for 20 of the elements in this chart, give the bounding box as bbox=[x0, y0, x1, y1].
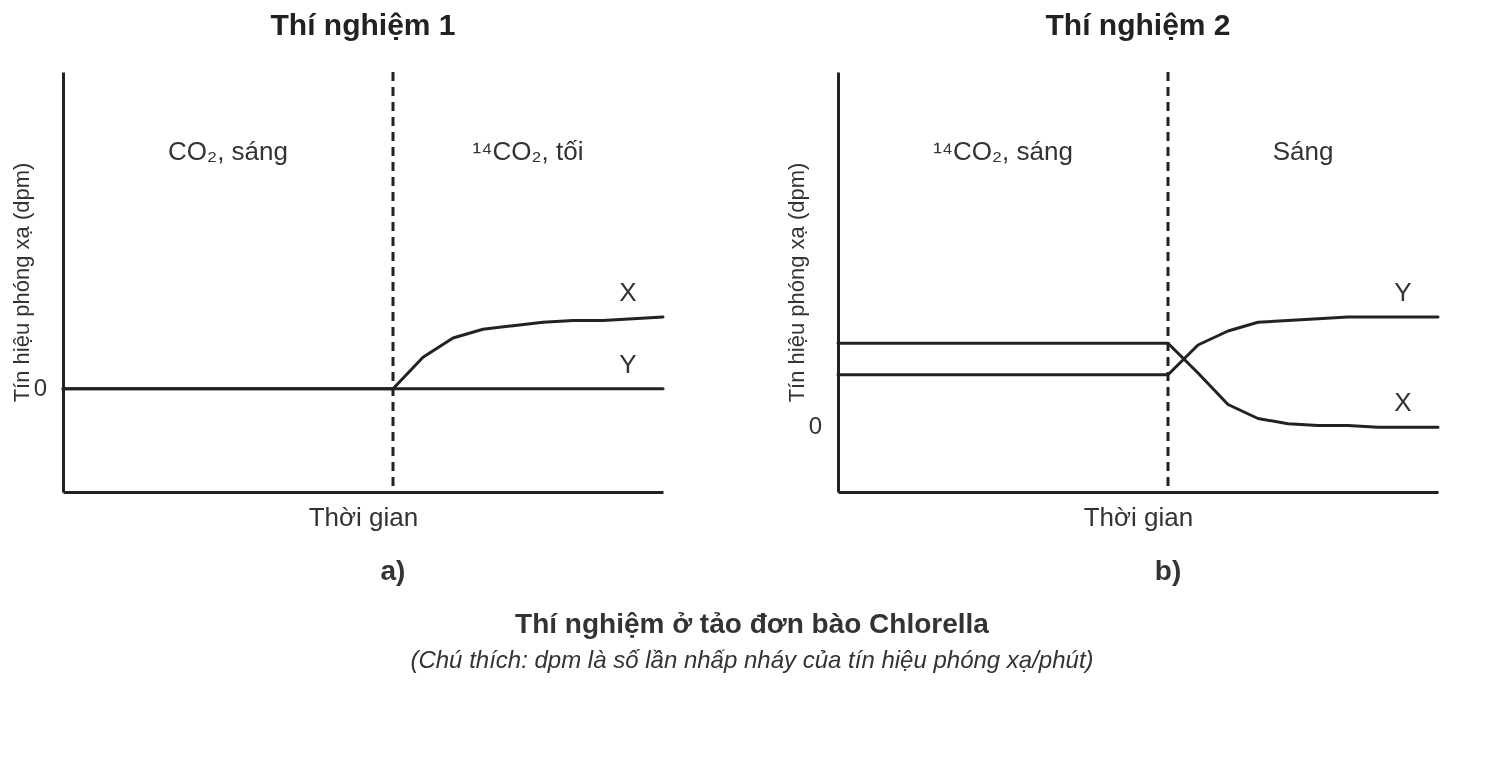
text: a) bbox=[380, 555, 406, 586]
y-axis-title: Tín hiệu phóng xạ (dpm) bbox=[783, 162, 809, 403]
x-axis-title: Thời gian bbox=[308, 501, 419, 532]
text: CO₂, sáng bbox=[168, 136, 288, 166]
series-label: X bbox=[1394, 387, 1412, 418]
text: b) bbox=[1154, 555, 1182, 586]
text: 0 bbox=[33, 373, 47, 401]
text: Sáng bbox=[1272, 136, 1334, 166]
chart-title: Thí nghiệm 1 bbox=[270, 7, 456, 41]
text: 0 bbox=[808, 412, 822, 440]
text: (Chú thích: dpm là số lần nhấp nháy của tín hiệu phóng xạ/phút) bbox=[409, 646, 1095, 674]
y-axis-title: Tín hiệu phóng xạ (dpm) bbox=[8, 162, 34, 403]
text: ¹⁴CO₂, sáng bbox=[933, 136, 1073, 166]
series-label: Y bbox=[619, 348, 637, 379]
series-label: X bbox=[619, 277, 637, 307]
chart-title: Thí nghiệm 2 bbox=[1045, 7, 1231, 41]
text: ¹⁴CO₂, tối bbox=[472, 136, 584, 166]
text: Thí nghiệm ở tảo đơn bào Chlorella bbox=[514, 608, 990, 640]
x-axis-title: Thời gian bbox=[1083, 501, 1194, 532]
series-label: Y bbox=[1394, 277, 1412, 307]
